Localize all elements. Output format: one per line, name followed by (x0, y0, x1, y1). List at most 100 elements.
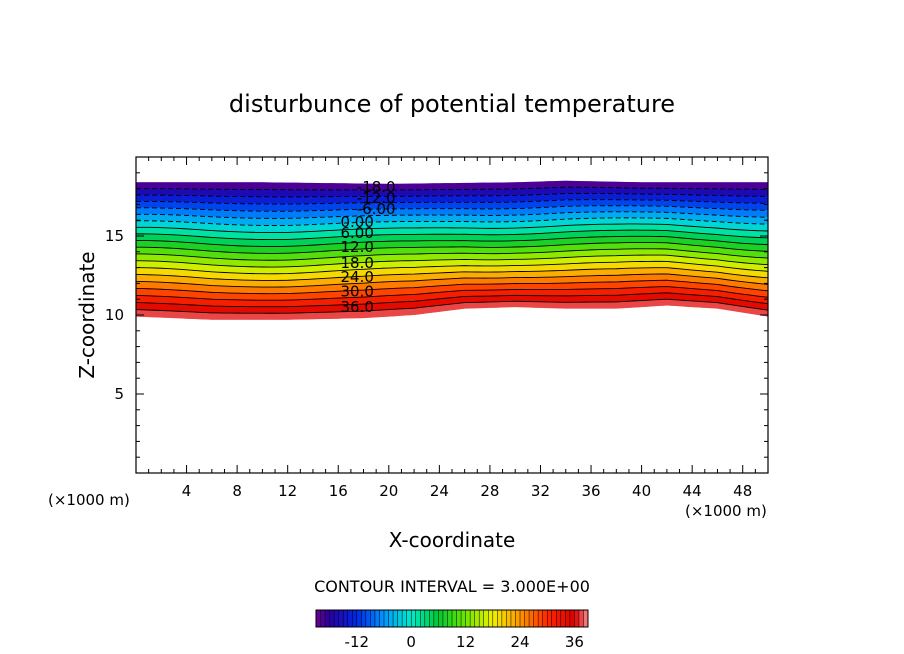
contour-line (135, 242, 769, 254)
colorbar-tick-label: 12 (456, 633, 475, 651)
contour-line (135, 223, 769, 234)
colorbar-cell (461, 610, 466, 627)
colorbar-cell (501, 610, 507, 627)
colorbar-cell (510, 610, 516, 627)
colorbar-cell (565, 610, 571, 627)
contour-line (135, 248, 769, 261)
x-tick-label: 32 (531, 482, 550, 500)
contour-label: -12.0 (357, 189, 396, 207)
colorbar-ticks: -12 0 12 24 36 (345, 633, 584, 651)
colorbar-cell (529, 610, 534, 627)
x-tick-label: 4 (182, 482, 192, 500)
colorbar-cell (347, 610, 353, 627)
colorbar-cell (488, 610, 494, 627)
colorbar-cell (406, 610, 412, 627)
contour-label: -6.00 (357, 200, 396, 218)
colorbar-tick-label: 24 (510, 633, 529, 651)
colorbar (315, 609, 589, 628)
colorbar-cell (470, 610, 475, 627)
contour-interval-text: CONTOUR INTERVAL = 3.000E+00 (314, 577, 590, 596)
colorbar-cell (452, 610, 457, 627)
colorbar-cell (465, 610, 471, 627)
colorbar-cell (402, 610, 407, 627)
x-tick-label: 48 (733, 482, 752, 500)
colorbar-cell (524, 610, 530, 627)
contour-label: 12.0 (340, 238, 373, 256)
colorbar-cell (424, 610, 430, 627)
contour-line (135, 193, 769, 198)
x-axis-ticks: 4 8 12 16 20 24 28 32 36 40 44 48 (148, 157, 756, 500)
colorbar-cell (429, 610, 435, 627)
y-tick-label: 10 (105, 306, 124, 324)
colorbar-cell (533, 610, 539, 627)
colorbar-cell (356, 610, 362, 627)
colorbar-frame (315, 609, 589, 628)
colorbar-cell (379, 610, 385, 627)
colorbar-cell (388, 610, 394, 627)
colorbar-cell (542, 610, 548, 627)
colorbar-cell (438, 610, 444, 627)
colorbar-cell (352, 610, 358, 627)
colorbar-cell (497, 610, 503, 627)
x-tick-label: 28 (480, 482, 499, 500)
colorbar-cell (370, 610, 376, 627)
contour-line (135, 279, 769, 295)
contour-line (135, 229, 769, 241)
colorbar-cell (547, 610, 553, 627)
contour-label: 30.0 (340, 282, 373, 300)
contour-label: 24.0 (340, 268, 373, 286)
colorbar-cell (442, 610, 448, 627)
contour-line (135, 235, 769, 247)
x-tick-label: 16 (329, 482, 348, 500)
x-tick-label: 20 (379, 482, 398, 500)
contour-line (135, 260, 769, 275)
colorbar-cell (365, 610, 371, 627)
colorbar-cell (420, 610, 426, 627)
contour-label: 0.00 (340, 213, 373, 231)
x-tick-label: 24 (430, 482, 449, 500)
contour-line (135, 273, 769, 288)
contour-line (136, 211, 769, 219)
colorbar-cell (574, 610, 580, 627)
y-axis-label: Z-coordinate (75, 251, 99, 378)
contour-label: 18.0 (340, 254, 373, 272)
colorbar-cell (515, 610, 521, 627)
x-tick-label: 44 (683, 482, 702, 500)
y-tick-label: 15 (105, 227, 124, 245)
contour-labels: -18.0-12.0-6.000.006.0012.018.024.030.03… (340, 178, 395, 316)
x-tick-label: 36 (581, 482, 600, 500)
colorbar-cell (374, 610, 380, 627)
x-unit-label: (×1000 m) (685, 502, 767, 520)
contour-line (135, 254, 769, 268)
contour-lines (135, 186, 769, 314)
colorbar-cell (397, 610, 403, 627)
colorbar-cell (415, 610, 421, 627)
y-axis-ticks: 5 10 15 (105, 172, 768, 458)
colorbar-cell (411, 610, 417, 627)
x-axis-label: X-coordinate (389, 528, 516, 552)
colorbar-cell (520, 610, 525, 627)
colorbar-cell (393, 610, 398, 627)
colorbar-cell (316, 610, 321, 627)
contour-label: -18.0 (357, 178, 396, 196)
colorbar-tick-label: 36 (565, 633, 584, 651)
contour-line (135, 292, 769, 308)
contour-label: 36.0 (340, 298, 373, 316)
colorbar-cell (492, 610, 498, 627)
colorbar-cell (447, 610, 453, 627)
colorbar-cell (320, 610, 326, 627)
colorbar-cell (479, 610, 485, 627)
colorbar-cell (560, 610, 566, 627)
colorbar-cell (361, 610, 367, 627)
colorbar-cell (384, 610, 389, 627)
temperature-field (136, 180, 768, 320)
colorbar-cell (483, 610, 489, 627)
colorbar-tick-label: 0 (406, 633, 416, 651)
colorbar-cell (538, 610, 543, 627)
x-tick-label: 8 (232, 482, 242, 500)
contour-line (135, 286, 769, 301)
y-tick-label: 5 (114, 385, 124, 403)
colorbar-cell (556, 610, 562, 627)
colorbar-cell (569, 610, 575, 627)
